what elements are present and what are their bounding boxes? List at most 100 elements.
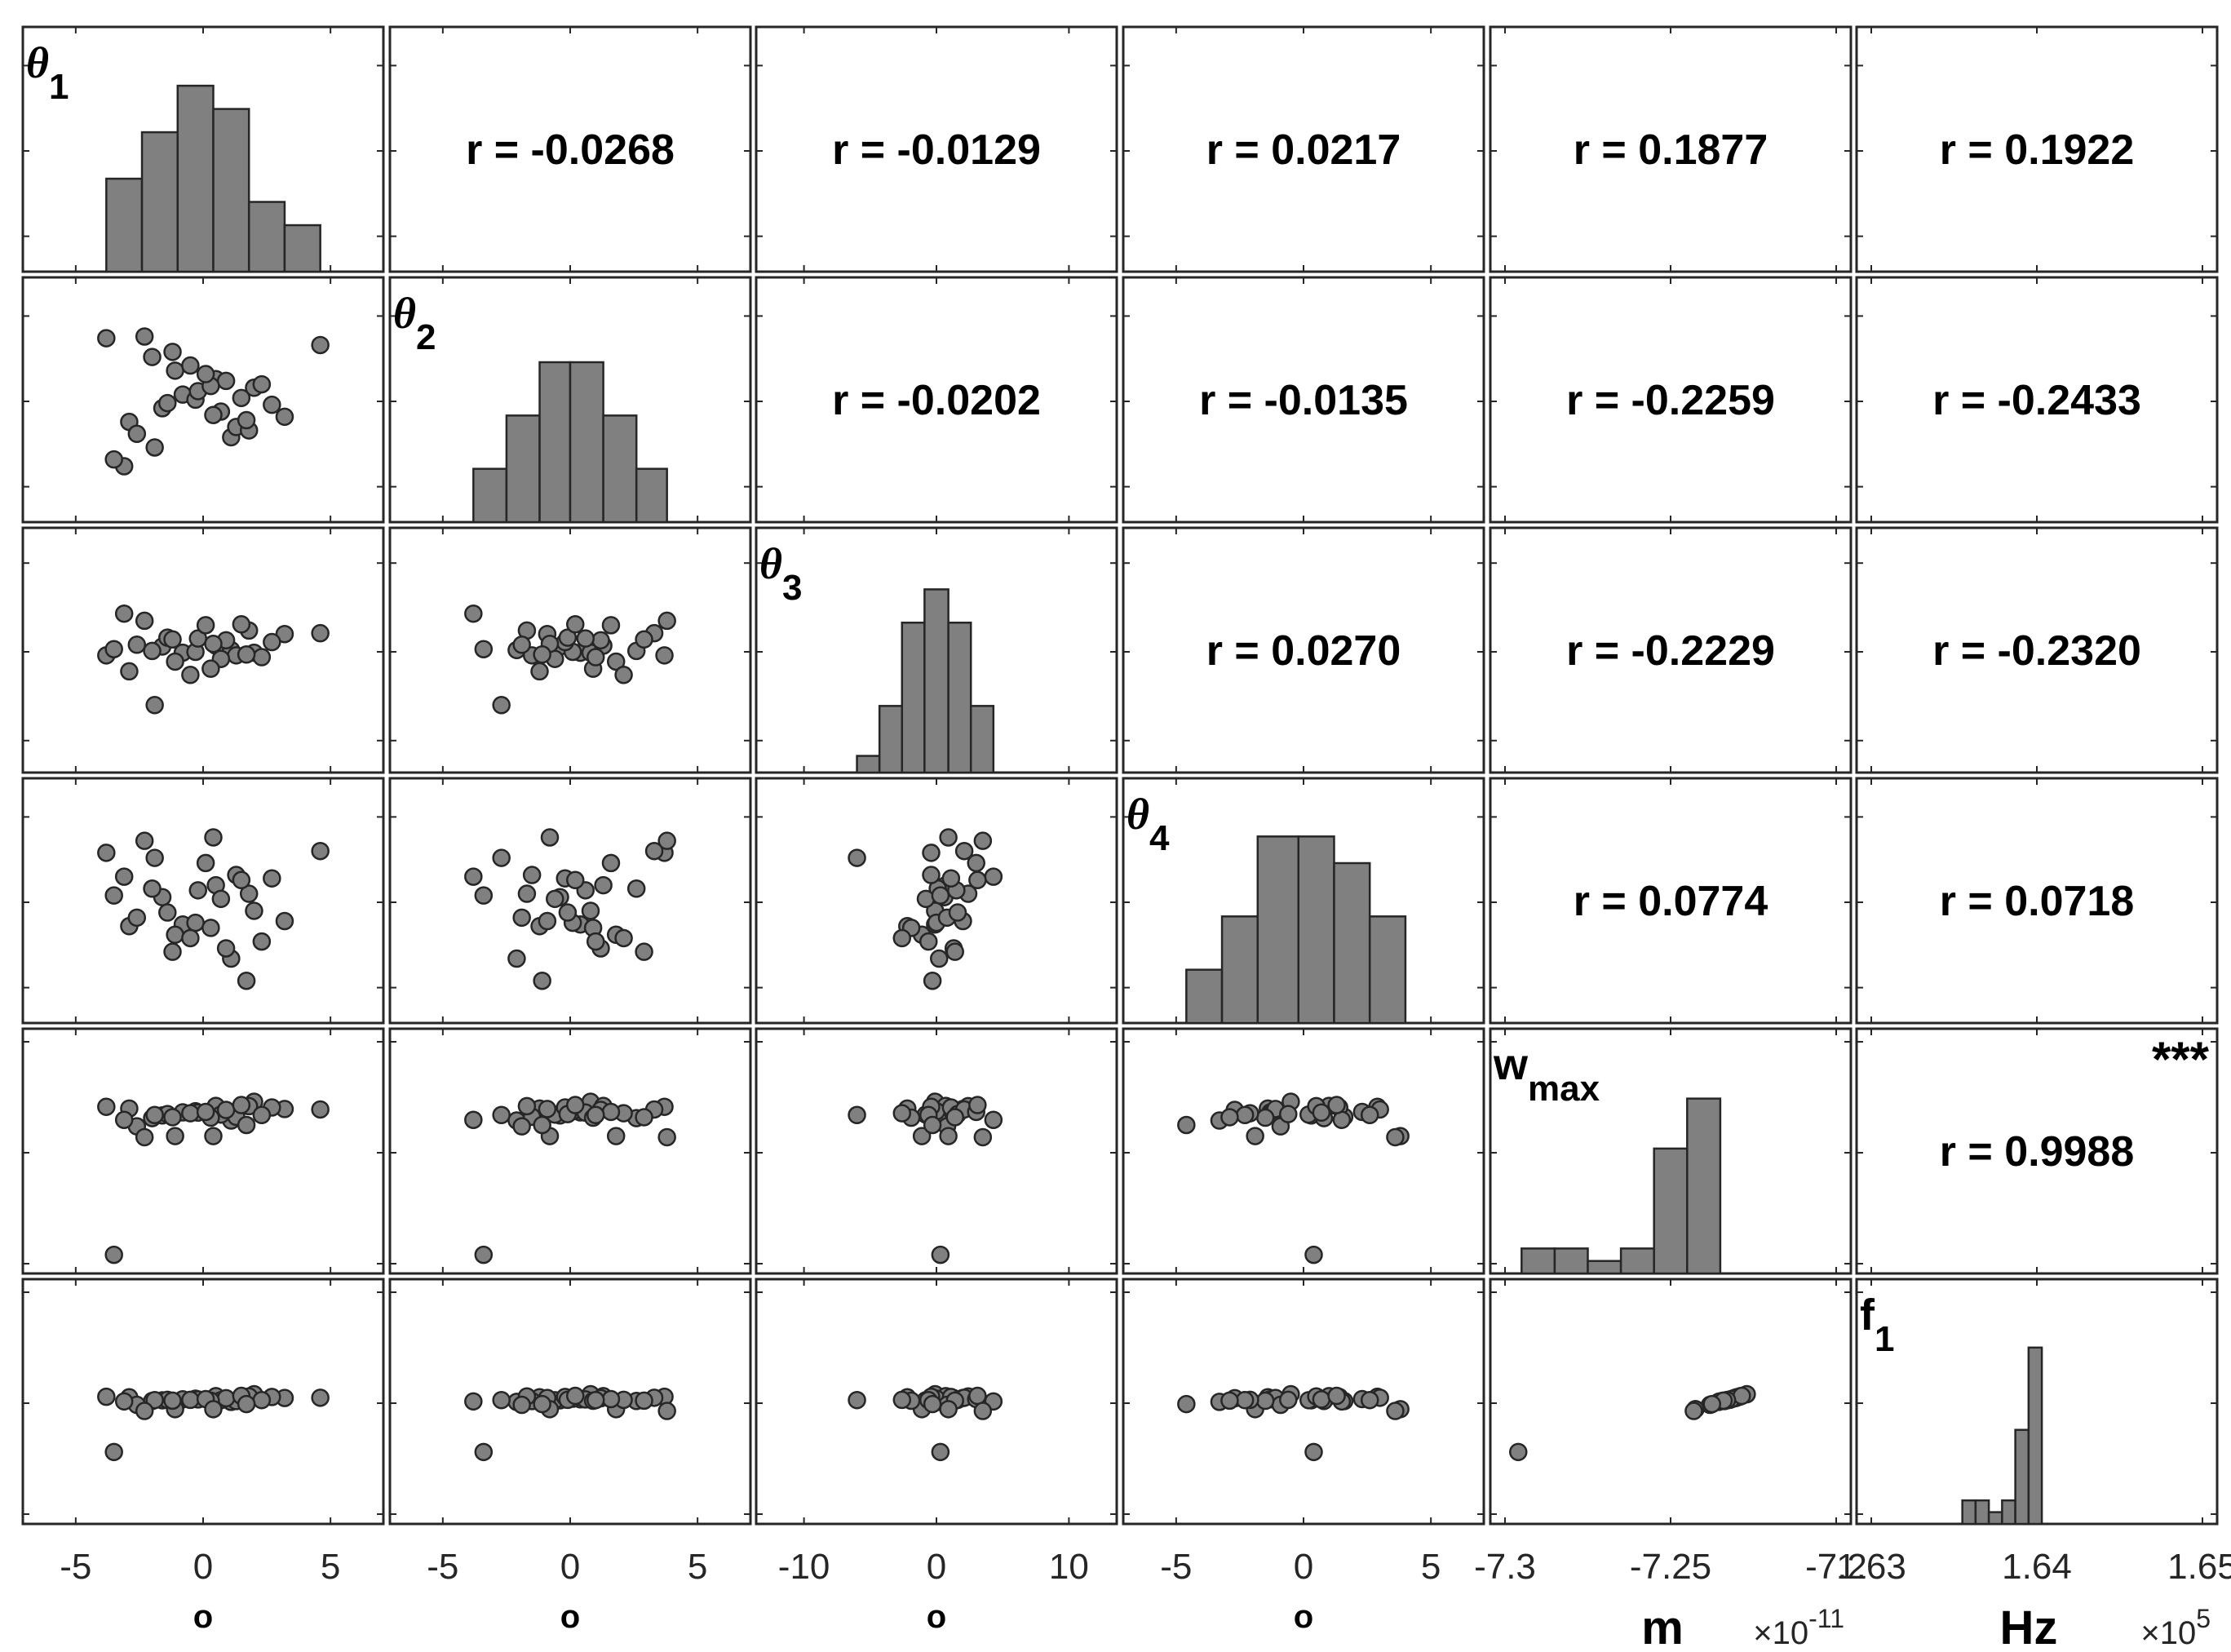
scatter-point — [533, 1115, 551, 1135]
scatter-point — [145, 1105, 164, 1125]
x-tick-label: 0 — [193, 1547, 213, 1587]
cell-r1-c1: θ1 — [21, 25, 385, 273]
scatter-point — [114, 1392, 134, 1411]
scatter-point — [923, 1394, 942, 1414]
scatter-point — [848, 1390, 866, 1410]
scatter-point — [275, 911, 294, 931]
scatter-point — [181, 666, 200, 684]
scatter-point — [311, 335, 330, 355]
x-axis-6: 1.63 1.64 1.65 Hz ×105 — [1836, 1547, 2231, 1652]
correlation-value: r = -0.2433 — [1932, 377, 2141, 424]
cell-r4-c6: r = 0.0718 — [1855, 777, 2219, 1025]
scatter-point — [120, 662, 139, 681]
cell-frame — [1122, 1027, 1485, 1275]
correlation-value: r = 0.0217 — [1206, 126, 1401, 174]
correlation-value: r = 0.1922 — [1940, 126, 2135, 174]
cell-r2-c6: r = -0.2433 — [1855, 276, 2219, 524]
x-tick-label: 0 — [927, 1547, 946, 1587]
scatter-point — [232, 870, 251, 890]
cell-r2-c2: θ2 — [388, 276, 752, 524]
scatter-point — [492, 1105, 511, 1125]
x-tick-label: 10 — [1049, 1547, 1089, 1587]
scatter-point — [565, 870, 585, 890]
scatter-point — [601, 1102, 621, 1122]
cell-frame — [1489, 25, 1853, 273]
scatter-point — [232, 388, 251, 408]
scatter-point — [892, 928, 912, 948]
scatter-point — [1177, 1394, 1196, 1414]
histogram-bar — [283, 224, 321, 273]
scatter-point — [474, 1245, 494, 1264]
cell-r2-c1 — [21, 276, 385, 524]
scatter-point — [1508, 1442, 1528, 1462]
scatter-point — [135, 611, 154, 631]
histogram-bar — [1521, 1247, 1556, 1275]
histogram-bar — [2014, 1428, 2030, 1526]
cell-r3-c2 — [388, 526, 752, 774]
cell-r1-c3: r = -0.0129 — [755, 25, 1118, 273]
histogram-bar — [1974, 1499, 1990, 1526]
scatter-point — [635, 942, 653, 961]
scatter-point — [586, 932, 605, 951]
scatter-point — [166, 925, 184, 945]
cell-frame — [1855, 777, 2219, 1025]
scatter-point — [1220, 1391, 1239, 1411]
scatter-point — [1246, 1127, 1264, 1145]
scatter-point — [892, 1390, 912, 1410]
scatter-point — [657, 831, 676, 850]
scatter-point — [1255, 1391, 1275, 1411]
scatter-point — [1733, 1386, 1751, 1406]
cell-frame — [1855, 25, 2219, 273]
histogram-bar — [505, 414, 541, 524]
histogram-bar — [878, 705, 904, 774]
cell-r4-c1 — [21, 777, 385, 1025]
scatter-point — [594, 875, 613, 895]
scatter-point — [263, 869, 281, 888]
scatter-point — [464, 604, 483, 623]
scatter-point — [533, 971, 551, 990]
scatter-point — [973, 831, 993, 850]
variable-label: wmax — [1493, 1040, 1600, 1109]
scatter-point — [252, 648, 272, 667]
x-tick-label: -10 — [778, 1547, 830, 1587]
histogram-bar — [2027, 1346, 2043, 1526]
scatter-point — [1360, 1105, 1379, 1125]
scatter-point — [311, 1388, 330, 1407]
scatter-point — [1702, 1394, 1721, 1414]
cell-r6-c1 — [21, 1278, 385, 1526]
scatter-point — [546, 889, 564, 909]
x-axis-3: -10 0 10 o — [778, 1547, 1089, 1635]
cell-r1-c5: r = 0.1877 — [1489, 25, 1853, 273]
scatter-point — [232, 615, 251, 634]
cell-r4-c5: r = 0.0774 — [1489, 777, 1853, 1025]
scatter-point — [586, 1390, 605, 1410]
scatter-point — [939, 1400, 958, 1419]
scatter-point — [135, 1402, 154, 1420]
scatter-point — [512, 636, 531, 654]
x-tick-label: 1.64 — [2002, 1547, 2072, 1587]
scatter-point — [127, 908, 147, 928]
cell-frame — [1855, 276, 2219, 524]
scatter-point — [655, 646, 674, 665]
scatter-point — [145, 696, 164, 715]
scatter-point — [158, 393, 177, 413]
scatter-point — [311, 1100, 330, 1119]
histogram-bar — [947, 622, 972, 774]
scatter-point — [931, 1245, 950, 1264]
histogram-bar — [140, 131, 179, 273]
scatter-point — [474, 1442, 494, 1462]
scatter-point — [586, 648, 605, 667]
scatter-point — [464, 867, 483, 886]
cell-frame — [755, 25, 1118, 273]
histogram-bar — [1220, 915, 1259, 1025]
scatter-point — [1312, 1103, 1331, 1123]
scatter-point — [1304, 1442, 1323, 1462]
scatter-point — [1235, 1390, 1255, 1410]
scatter-point — [464, 1392, 483, 1411]
cell-r2-c5: r = -0.2259 — [1489, 276, 1853, 524]
cell-frame — [1855, 1027, 2219, 1275]
scatter-point — [211, 889, 231, 909]
scatter-point — [540, 828, 560, 847]
scatter-point — [204, 1400, 223, 1419]
